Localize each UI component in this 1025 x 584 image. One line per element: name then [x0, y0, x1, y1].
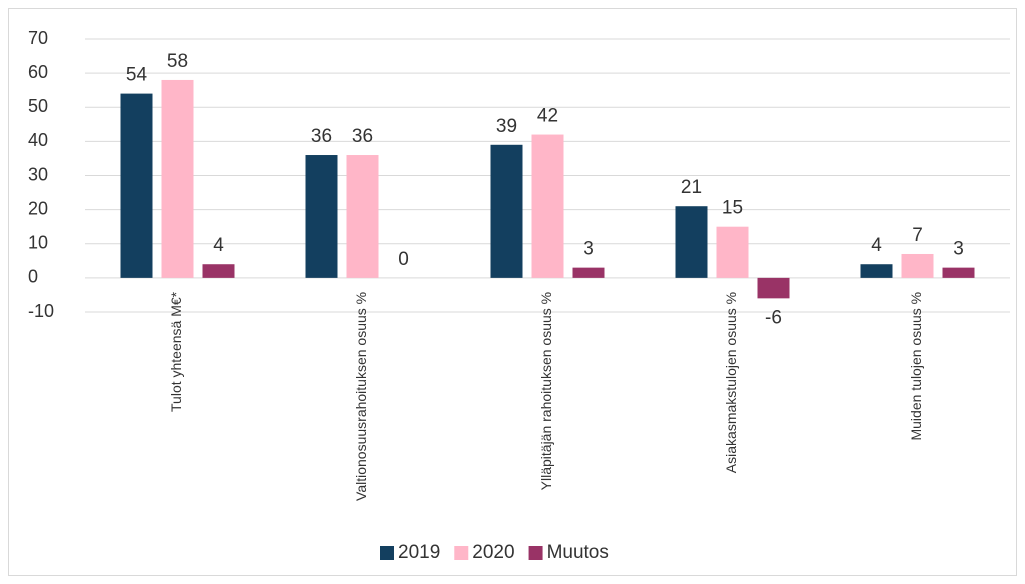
y-tick-label: 40 [28, 130, 48, 150]
data-label: -6 [765, 307, 782, 328]
data-label: 4 [213, 235, 224, 256]
legend-label: 2020 [472, 542, 514, 563]
y-tick-label: 10 [28, 233, 48, 253]
chart-border [8, 8, 1017, 576]
y-tick-label: 20 [28, 198, 48, 218]
data-label: 4 [871, 235, 882, 256]
bar [305, 155, 338, 278]
bar [120, 93, 153, 278]
data-label: 21 [681, 177, 702, 198]
bar [490, 144, 523, 278]
legend-swatch [528, 546, 543, 560]
data-label: 36 [311, 126, 332, 147]
bar [716, 226, 749, 278]
y-tick-label: 0 [28, 267, 38, 287]
bar [531, 134, 564, 278]
data-label: 36 [352, 126, 373, 147]
bar [901, 253, 934, 278]
y-tick-label: -10 [28, 301, 54, 321]
y-tick-label: 30 [28, 164, 48, 184]
data-label: 42 [537, 106, 558, 127]
bar [202, 264, 235, 278]
data-label: 58 [167, 51, 188, 72]
bar [757, 277, 790, 299]
x-tick-label: Asiakasmakstulojen osuus % [723, 292, 739, 473]
x-tick-label: Muiden tulojen osuus % [908, 292, 924, 441]
bar [346, 155, 379, 278]
legend-label: Muutos [547, 542, 609, 563]
data-label: 54 [126, 65, 148, 86]
y-tick-label: 50 [28, 96, 48, 116]
legend-label: 2019 [398, 542, 440, 563]
x-tick-label: Valtionosuusrahoituksen osuus % [353, 292, 369, 501]
bar [572, 267, 605, 278]
bar [942, 267, 975, 278]
bar [161, 79, 194, 278]
data-label: 3 [953, 239, 964, 260]
x-tick-label: Ylläpitäjän rahoituksen osuus % [538, 292, 554, 490]
y-tick-label: 70 [28, 28, 48, 48]
legend-swatch [454, 546, 469, 560]
x-tick-label: Tulot yhteensä M€* [168, 291, 184, 412]
y-tick-label: 60 [28, 62, 48, 82]
data-label: 0 [398, 249, 409, 270]
data-label: 15 [722, 198, 743, 219]
bar [860, 264, 893, 278]
data-label: 39 [496, 116, 517, 137]
data-label: 3 [583, 239, 594, 260]
bar [675, 206, 708, 278]
legend-swatch [380, 546, 394, 560]
data-label: 7 [912, 225, 923, 246]
